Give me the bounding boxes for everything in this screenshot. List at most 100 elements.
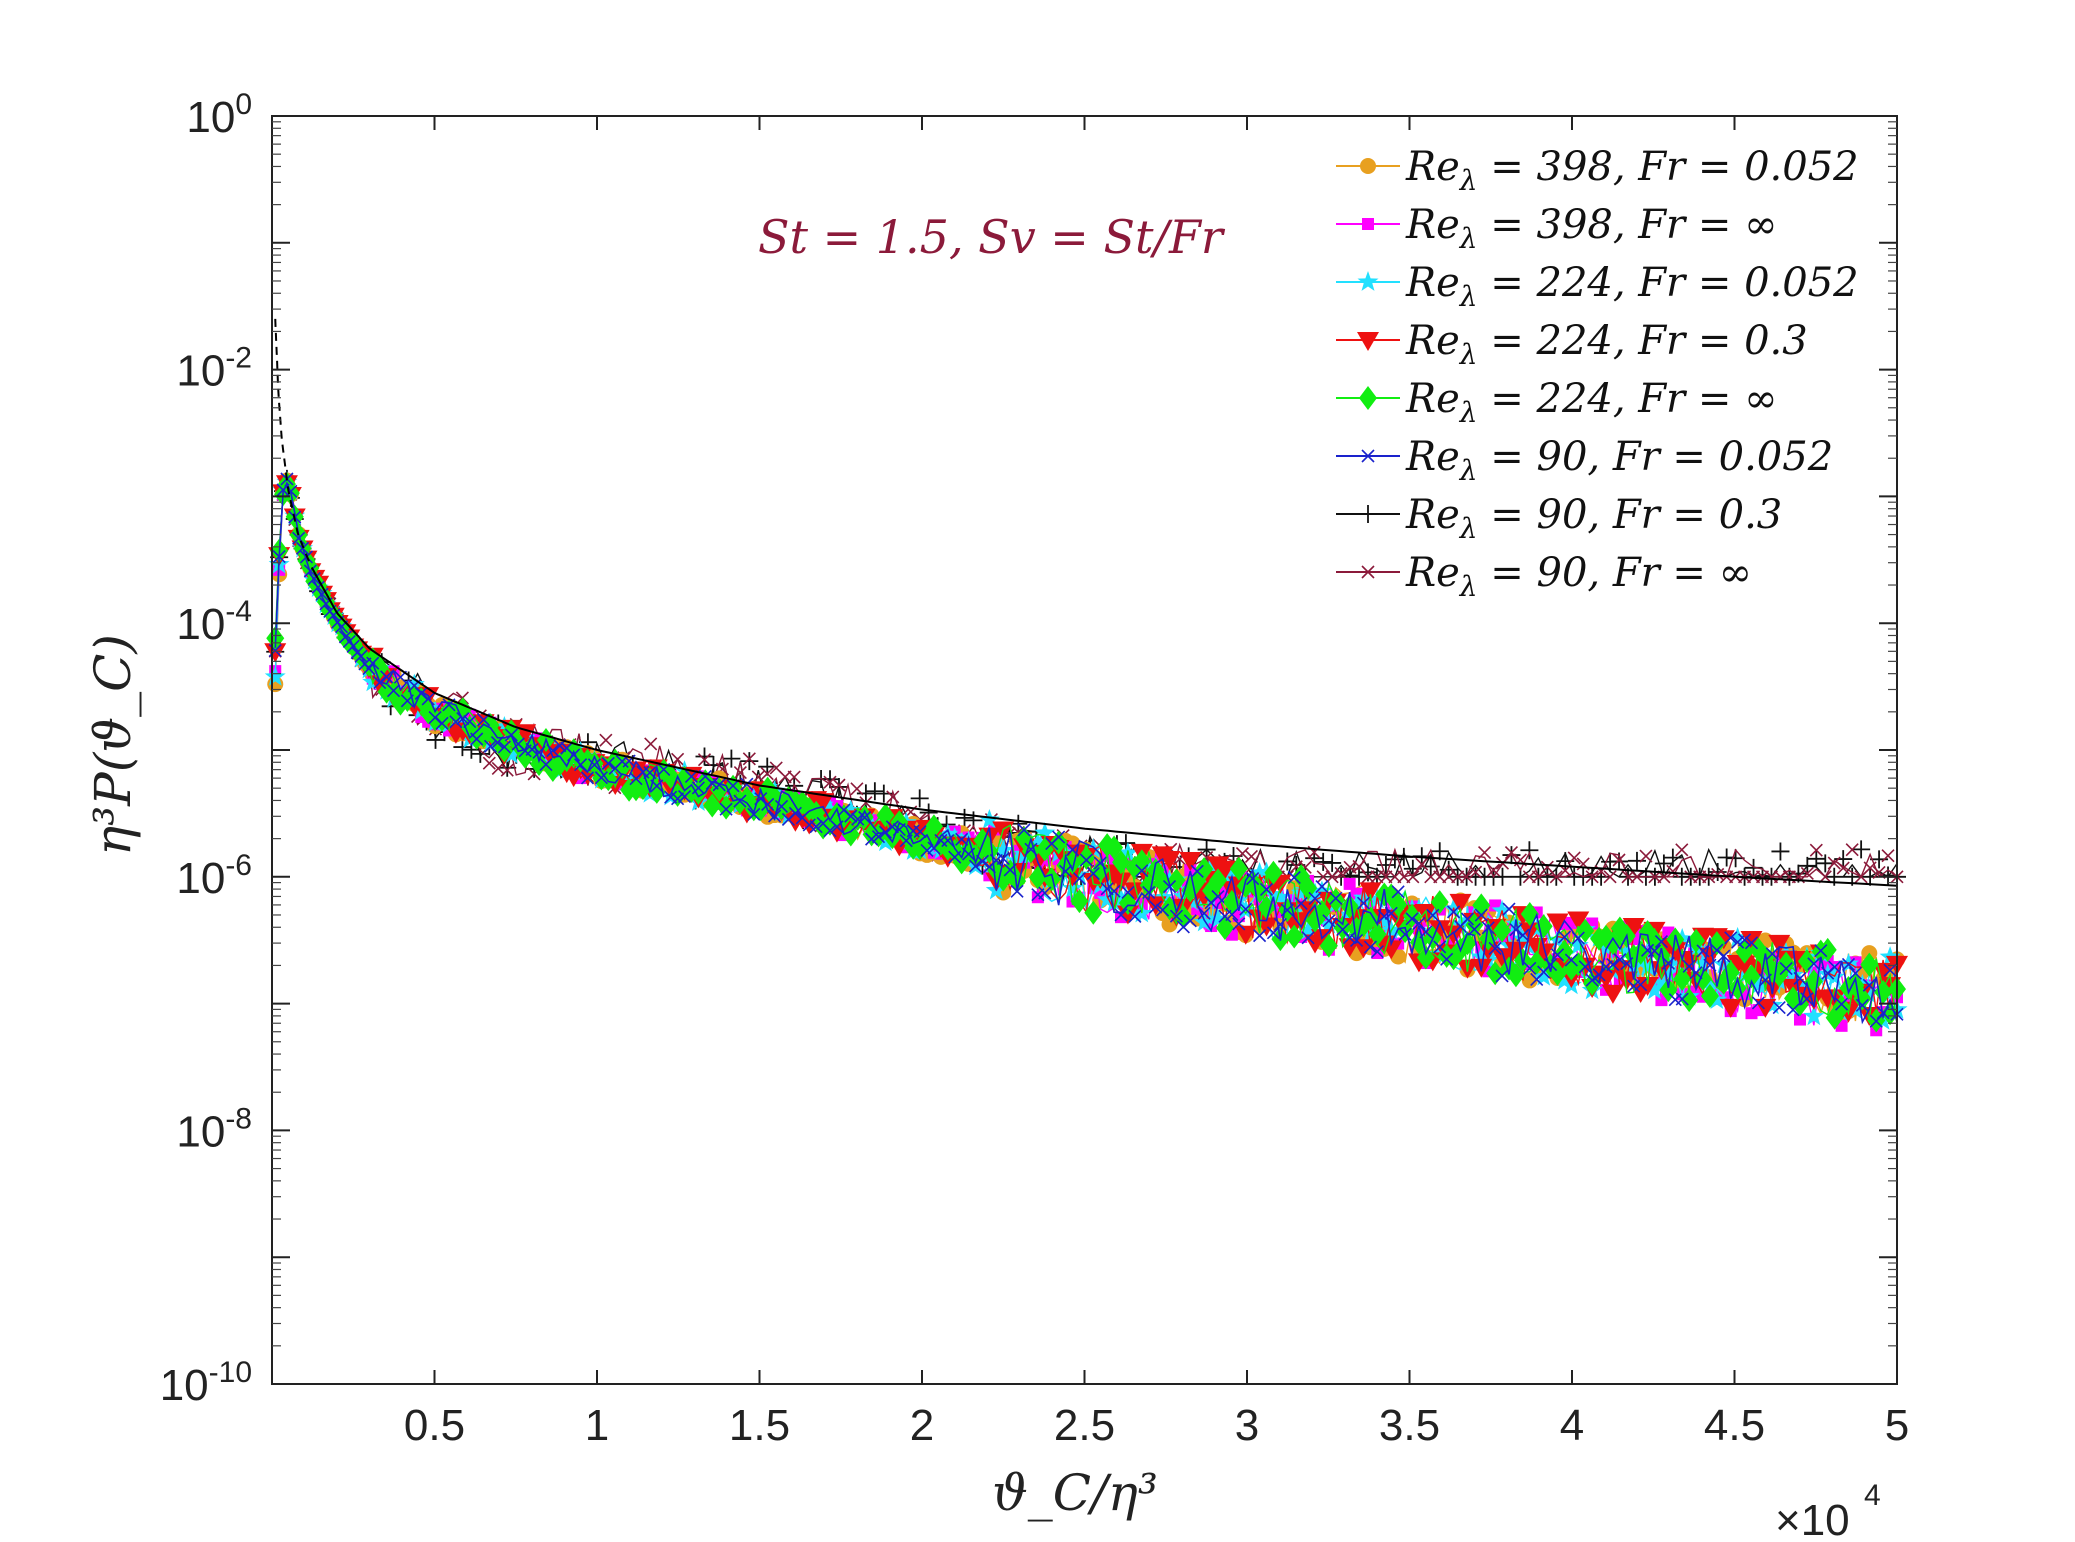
data-point bbox=[1663, 848, 1682, 867]
data-point bbox=[1123, 882, 1146, 902]
data-point bbox=[1213, 860, 1236, 880]
legend-rest: = 90, Fr = ∞ bbox=[1478, 550, 1752, 596]
legend-rest: = 398, Fr = 0.052 bbox=[1478, 144, 1859, 190]
legend-rest: = 224, Fr = ∞ bbox=[1478, 376, 1778, 422]
data-point bbox=[1093, 856, 1107, 870]
y-tick-base: 10 bbox=[186, 93, 235, 142]
data-point bbox=[1377, 909, 1391, 923]
data-point bbox=[1135, 864, 1149, 878]
data-point bbox=[1651, 971, 1672, 992]
data-point bbox=[1035, 837, 1054, 862]
data-point bbox=[1257, 895, 1276, 920]
data-point bbox=[1398, 927, 1412, 941]
data-point bbox=[490, 735, 505, 750]
legend-label: Reλ = 90, Fr = 0.052 bbox=[1405, 434, 1833, 487]
data-point bbox=[500, 763, 514, 777]
data-point bbox=[482, 756, 496, 770]
data-point bbox=[1564, 953, 1578, 967]
data-point bbox=[1304, 882, 1326, 903]
data-point bbox=[1706, 989, 1728, 1009]
data-point bbox=[1322, 914, 1336, 928]
data-point bbox=[1687, 928, 1706, 953]
data-point bbox=[1467, 922, 1481, 936]
data-point bbox=[919, 803, 938, 822]
x-axis-multiplier: ×10 4 bbox=[1775, 1479, 1881, 1542]
reference-curve-solid bbox=[310, 566, 1898, 887]
data-point bbox=[1779, 962, 1793, 976]
data-point bbox=[435, 716, 449, 730]
legend-rest: = 224, Fr = 0.3 bbox=[1478, 318, 1808, 364]
data-point bbox=[1800, 866, 1814, 881]
data-point bbox=[1644, 979, 1665, 1000]
data-point bbox=[1385, 850, 1404, 869]
data-point bbox=[346, 639, 360, 653]
data-point bbox=[876, 803, 895, 828]
data-point bbox=[362, 662, 376, 676]
data-point bbox=[962, 847, 976, 861]
data-point bbox=[414, 686, 428, 700]
data-point bbox=[1647, 944, 1662, 958]
data-point bbox=[546, 743, 560, 758]
data-point bbox=[1428, 920, 1451, 940]
data-point bbox=[1727, 926, 1749, 947]
data-point bbox=[1758, 973, 1772, 987]
data-point bbox=[1803, 1005, 1825, 1026]
data-point bbox=[951, 836, 973, 857]
data-point bbox=[1072, 872, 1087, 886]
data-point bbox=[1798, 856, 1817, 875]
data-point bbox=[1207, 908, 1229, 929]
data-point bbox=[1363, 940, 1378, 954]
legend-re: Re bbox=[1405, 492, 1460, 538]
data-point bbox=[1675, 992, 1689, 1006]
data-point bbox=[858, 810, 872, 825]
data-point bbox=[1696, 944, 1710, 958]
legend-label: Reλ = 224, Fr = ∞ bbox=[1405, 376, 1777, 429]
data-point bbox=[307, 572, 321, 586]
data-point bbox=[1038, 886, 1052, 900]
data-point bbox=[1768, 934, 1791, 954]
data-point bbox=[1807, 849, 1826, 868]
data-point bbox=[1405, 912, 1419, 926]
data-point bbox=[1361, 906, 1380, 931]
data-point bbox=[829, 777, 848, 796]
data-point bbox=[264, 665, 286, 686]
legend-entry: Reλ = 90, Fr = ∞ bbox=[1336, 550, 1752, 603]
data-point bbox=[311, 580, 325, 594]
data-point bbox=[1269, 886, 1291, 907]
data-point bbox=[1742, 964, 1761, 989]
data-point bbox=[1639, 849, 1653, 863]
data-point bbox=[1772, 1000, 1786, 1015]
data-point bbox=[1110, 872, 1133, 892]
legend-marker bbox=[1357, 332, 1379, 351]
data-point bbox=[1777, 951, 1796, 976]
x-multiplier-text: ×10 bbox=[1775, 1496, 1850, 1542]
data-point bbox=[1516, 928, 1530, 942]
data-point bbox=[1845, 843, 1859, 857]
data-point bbox=[1634, 978, 1648, 992]
data-point bbox=[1314, 852, 1333, 871]
data-point bbox=[1481, 921, 1495, 935]
data-point bbox=[1167, 868, 1186, 893]
data-point bbox=[1717, 949, 1731, 963]
data-point bbox=[1852, 840, 1871, 859]
data-point bbox=[1460, 870, 1474, 884]
data-point bbox=[1612, 853, 1626, 867]
data-point bbox=[1034, 822, 1056, 842]
data-point bbox=[832, 778, 846, 792]
data-point bbox=[1708, 863, 1727, 881]
data-point bbox=[1183, 914, 1197, 928]
data-point bbox=[1673, 967, 1692, 992]
data-point bbox=[1003, 863, 1017, 877]
data-point bbox=[1689, 966, 1703, 980]
data-point bbox=[1352, 859, 1366, 873]
y-tick-label: 10-6 bbox=[176, 849, 252, 903]
y-tick-label: 10-10 bbox=[160, 1356, 252, 1410]
data-point bbox=[865, 782, 884, 801]
data-point bbox=[1544, 957, 1558, 972]
data-point bbox=[1343, 931, 1357, 945]
data-point bbox=[1249, 862, 1270, 882]
data-point bbox=[1350, 933, 1364, 948]
data-point bbox=[910, 789, 929, 808]
data-point bbox=[1052, 830, 1066, 844]
